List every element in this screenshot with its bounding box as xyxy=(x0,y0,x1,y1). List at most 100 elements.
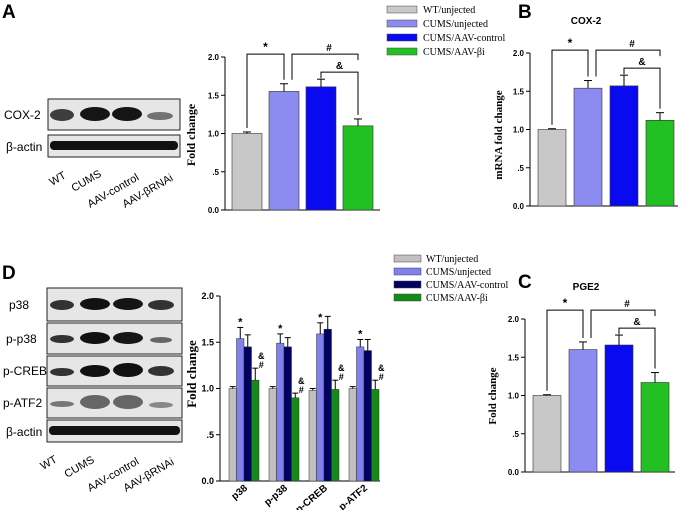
legend-a: WT/unjected CUMS/unjected CUMS/AAV-contr… xyxy=(386,5,505,58)
legend-a-label-wt: WT/unjected xyxy=(423,5,475,16)
y-axis-label-b: mRNA fold change xyxy=(493,90,505,179)
sig-mark-amp-d-3: & xyxy=(378,363,385,373)
sig-mark-star-d-1: * xyxy=(278,323,283,335)
western-blot-a: COX-2 β-actin WT CUMS AAV-control AAV-βR… xyxy=(4,98,181,211)
bracket-hash-b xyxy=(595,49,661,77)
sig-mark-hash-d-1: # xyxy=(299,385,304,395)
panel-label-c: C xyxy=(518,272,532,293)
sig-mark-hash-d-2: # xyxy=(339,372,344,382)
sig-mark-hash-d-3: # xyxy=(379,372,384,382)
bar-d-1-3 xyxy=(291,397,300,482)
blot-row-label-actin-d: β-actin xyxy=(6,425,42,439)
bar-chart-c: Fold change 0.0 .5 1.0 1.5 2.0 * #& xyxy=(487,296,675,477)
legend-a-swatch-aav-control xyxy=(386,33,418,42)
sig-mark-star-b: * xyxy=(568,36,573,50)
sig-mark-amp-d-2: & xyxy=(338,363,345,373)
bar-d-2-3 xyxy=(331,389,340,482)
legend-a-swatch-aav-bi xyxy=(386,47,418,56)
bar-d-0-0 xyxy=(228,388,237,482)
bar-c-1 xyxy=(568,349,598,473)
panel-label-d: D xyxy=(2,263,16,284)
bar-a-3 xyxy=(342,125,374,211)
sig-mark-star-d-2: * xyxy=(318,312,323,324)
panel-label-b: B xyxy=(518,2,532,23)
sig-mark-hash-b: # xyxy=(629,39,635,50)
legend-a-label-cums: CUMS/unjected xyxy=(423,19,488,30)
bar-b-3 xyxy=(645,120,675,207)
blot-bands-actin-d xyxy=(49,426,180,435)
bar-b-0 xyxy=(537,129,567,207)
blot-row-label-p38: p38 xyxy=(9,298,29,312)
sig-mark-star-c: * xyxy=(563,296,568,310)
bar-b-1 xyxy=(573,87,603,207)
y-axis-label-d: Fold change xyxy=(184,340,199,408)
sig-mark-amp-c: & xyxy=(633,317,640,328)
bar-c-3 xyxy=(640,382,670,473)
blot-d-lane-label-wt: WT xyxy=(39,454,60,473)
y-tick-label-a: 2.0 xyxy=(208,53,220,62)
bar-d-3-2 xyxy=(363,350,372,482)
bracket-amp-b xyxy=(623,67,661,109)
sig-mark-hash-a: # xyxy=(326,43,332,54)
y-tick-label-d: 1.5 xyxy=(201,337,214,347)
sig-mark-hash-d-0: # xyxy=(259,360,264,370)
bracket-amp-c xyxy=(618,327,656,369)
y-tick-label-b: 1.0 xyxy=(513,126,525,135)
bracket-hash-a xyxy=(291,53,359,80)
blot-lane-label-wt: WT xyxy=(48,170,69,189)
legend-a-label-aav-bi: CUMS/AAV-βi xyxy=(423,47,485,58)
bracket-star-b xyxy=(551,49,589,125)
chart-c-plot: 0.0 .5 1.0 1.5 2.0 * #& xyxy=(508,296,675,477)
y-tick-label-b: .5 xyxy=(517,164,524,173)
chart-b-plot: 0.0 .5 1.0 1.5 2.0 * #& xyxy=(513,36,678,211)
x-tick-label-d-2: p-CREB xyxy=(294,483,330,510)
blot-bands-pcreb xyxy=(50,363,174,377)
bar-d-3-1 xyxy=(356,346,365,482)
panel-label-a: A xyxy=(2,2,16,23)
sig-mark-star-d-0: * xyxy=(238,316,243,328)
bar-d-0-3 xyxy=(251,379,260,482)
sig-mark-amp-b: & xyxy=(638,57,645,68)
bar-d-0-2 xyxy=(243,346,252,482)
y-tick-label-d: 0.0 xyxy=(201,476,214,486)
y-tick-label-d: 2.0 xyxy=(201,291,214,301)
y-axis-label-a: Fold change xyxy=(184,103,198,166)
sig-mark-star-a: * xyxy=(263,40,268,54)
blot-d-lane-label-cums: CUMS xyxy=(63,454,97,481)
chart-d-plot: 0.0.51.01.52.0*&#p38*&#p-p38*&#p-CREB*&#… xyxy=(201,291,385,515)
bracket-hash-c xyxy=(590,309,656,338)
bar-d-2-1 xyxy=(316,333,325,482)
legend-a-swatch-cums xyxy=(386,19,418,28)
legend-d-label-aav-bi: CUMS/AAV-βi xyxy=(426,293,488,304)
legend-a-label-aav-control: CUMS/AAV-control xyxy=(423,33,505,44)
y-tick-label-a: 0.0 xyxy=(208,206,220,215)
bar-d-2-2 xyxy=(323,329,332,482)
bar-d-3-0 xyxy=(348,388,357,482)
y-tick-label-a: 1.0 xyxy=(208,130,220,139)
blot-row-label-actin-a: β-actin xyxy=(6,140,42,154)
blot-bands-actin-a xyxy=(50,141,178,150)
bar-a-1 xyxy=(268,91,300,211)
y-tick-label-c: 0.0 xyxy=(508,468,520,477)
bar-a-0 xyxy=(231,133,263,211)
bar-b-2 xyxy=(609,85,639,207)
bar-d-0-1 xyxy=(236,338,245,482)
y-tick-label-b: 0.0 xyxy=(513,202,525,211)
legend-d-swatch-cums xyxy=(393,267,422,276)
legend-d-swatch-aav-control xyxy=(393,280,422,289)
bar-chart-d: Fold change 0.0.51.01.52.0*&#p38*&#p-p38… xyxy=(184,291,385,515)
sig-mark-amp-a: & xyxy=(336,61,343,72)
blot-lane-label-cums: CUMS xyxy=(70,168,104,195)
y-tick-label-c: 1.0 xyxy=(508,392,520,401)
y-tick-label-b: 1.5 xyxy=(513,87,525,96)
x-tick-label-d-1: p-p38 xyxy=(262,483,290,509)
blot-bands-cox2 xyxy=(50,107,173,121)
blot-bands-patf2 xyxy=(50,395,173,409)
bar-d-3-3 xyxy=(371,389,380,482)
x-tick-label-d-3: p-ATF2 xyxy=(337,483,370,510)
y-tick-label-c: 1.5 xyxy=(508,353,520,362)
legend-d-label-aav-control: CUMS/AAV-control xyxy=(426,280,508,291)
bar-d-1-2 xyxy=(283,346,292,482)
legend-d-swatch-wt xyxy=(393,254,422,263)
